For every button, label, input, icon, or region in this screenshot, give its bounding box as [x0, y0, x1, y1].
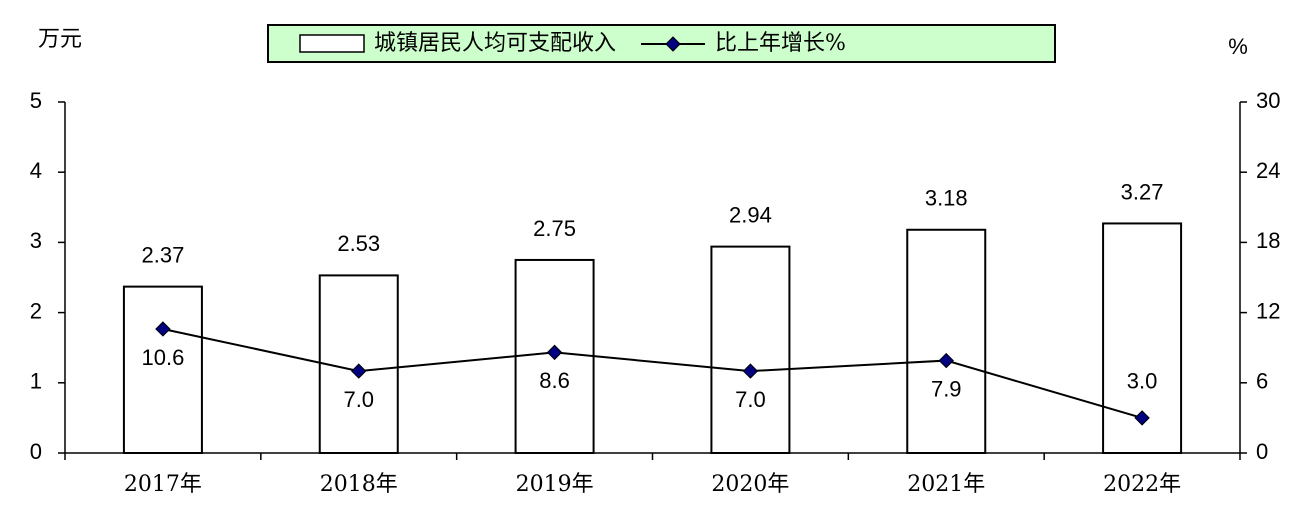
bar-value-label: 3.18 — [925, 186, 968, 211]
y2-tick-label: 18 — [1256, 228, 1280, 253]
x-tick-label: 2018年 — [320, 472, 398, 497]
line-marker — [546, 344, 563, 361]
bar-value-label: 2.53 — [337, 231, 380, 256]
line-marker — [938, 352, 954, 369]
line-value-label: 7.9 — [931, 376, 962, 401]
y-tick-label: 0 — [30, 439, 42, 464]
x-tick-label: 2019年 — [516, 472, 594, 497]
line-marker — [155, 321, 171, 337]
y2-axis-label: % — [1228, 34, 1248, 59]
bar-value-label: 3.27 — [1121, 179, 1164, 204]
line-value-label: 7.0 — [735, 387, 766, 412]
line-marker — [1134, 410, 1150, 426]
legend-swatch — [299, 34, 365, 53]
y-tick-label: 4 — [30, 158, 42, 183]
y2-tick-label: 6 — [1256, 369, 1268, 394]
y-tick-label: 2 — [30, 298, 42, 323]
x-tick-label: 2022年 — [1103, 472, 1181, 497]
line-marker — [351, 363, 367, 379]
x-tick-label: 2021年 — [907, 472, 985, 497]
y-tick-label: 3 — [30, 228, 42, 253]
bar-value-label: 2.75 — [533, 216, 576, 241]
y-axis-label: 万元 — [38, 27, 82, 52]
legend-marker — [665, 36, 681, 52]
y-tick-label: 1 — [30, 369, 42, 394]
line-marker — [742, 363, 759, 379]
y2-tick-label: 30 — [1256, 88, 1280, 113]
x-tick-label: 2020年 — [711, 472, 789, 497]
bar — [514, 258, 595, 455]
y2-tick-label: 0 — [1256, 439, 1268, 464]
line-value-label: 8.6 — [539, 368, 570, 393]
line — [162, 328, 1143, 419]
x-tick-label: 2017年 — [124, 472, 202, 497]
bar — [710, 245, 791, 454]
line-value-label: 10.6 — [142, 345, 185, 370]
bar — [122, 285, 203, 454]
y2-tick-label: 24 — [1256, 158, 1280, 183]
line-value-label: 7.0 — [343, 387, 374, 412]
legend-label: 城镇居民人均可支配收入 — [374, 31, 616, 56]
line-value-label: 3.0 — [1127, 369, 1158, 394]
bar-value-label: 2.94 — [729, 202, 772, 227]
bar — [906, 228, 987, 454]
bar-value-label: 2.37 — [142, 242, 185, 267]
y-tick-label: 5 — [30, 88, 42, 113]
y2-tick-label: 12 — [1256, 298, 1280, 323]
legend-label: 比上年增长% — [715, 31, 846, 56]
